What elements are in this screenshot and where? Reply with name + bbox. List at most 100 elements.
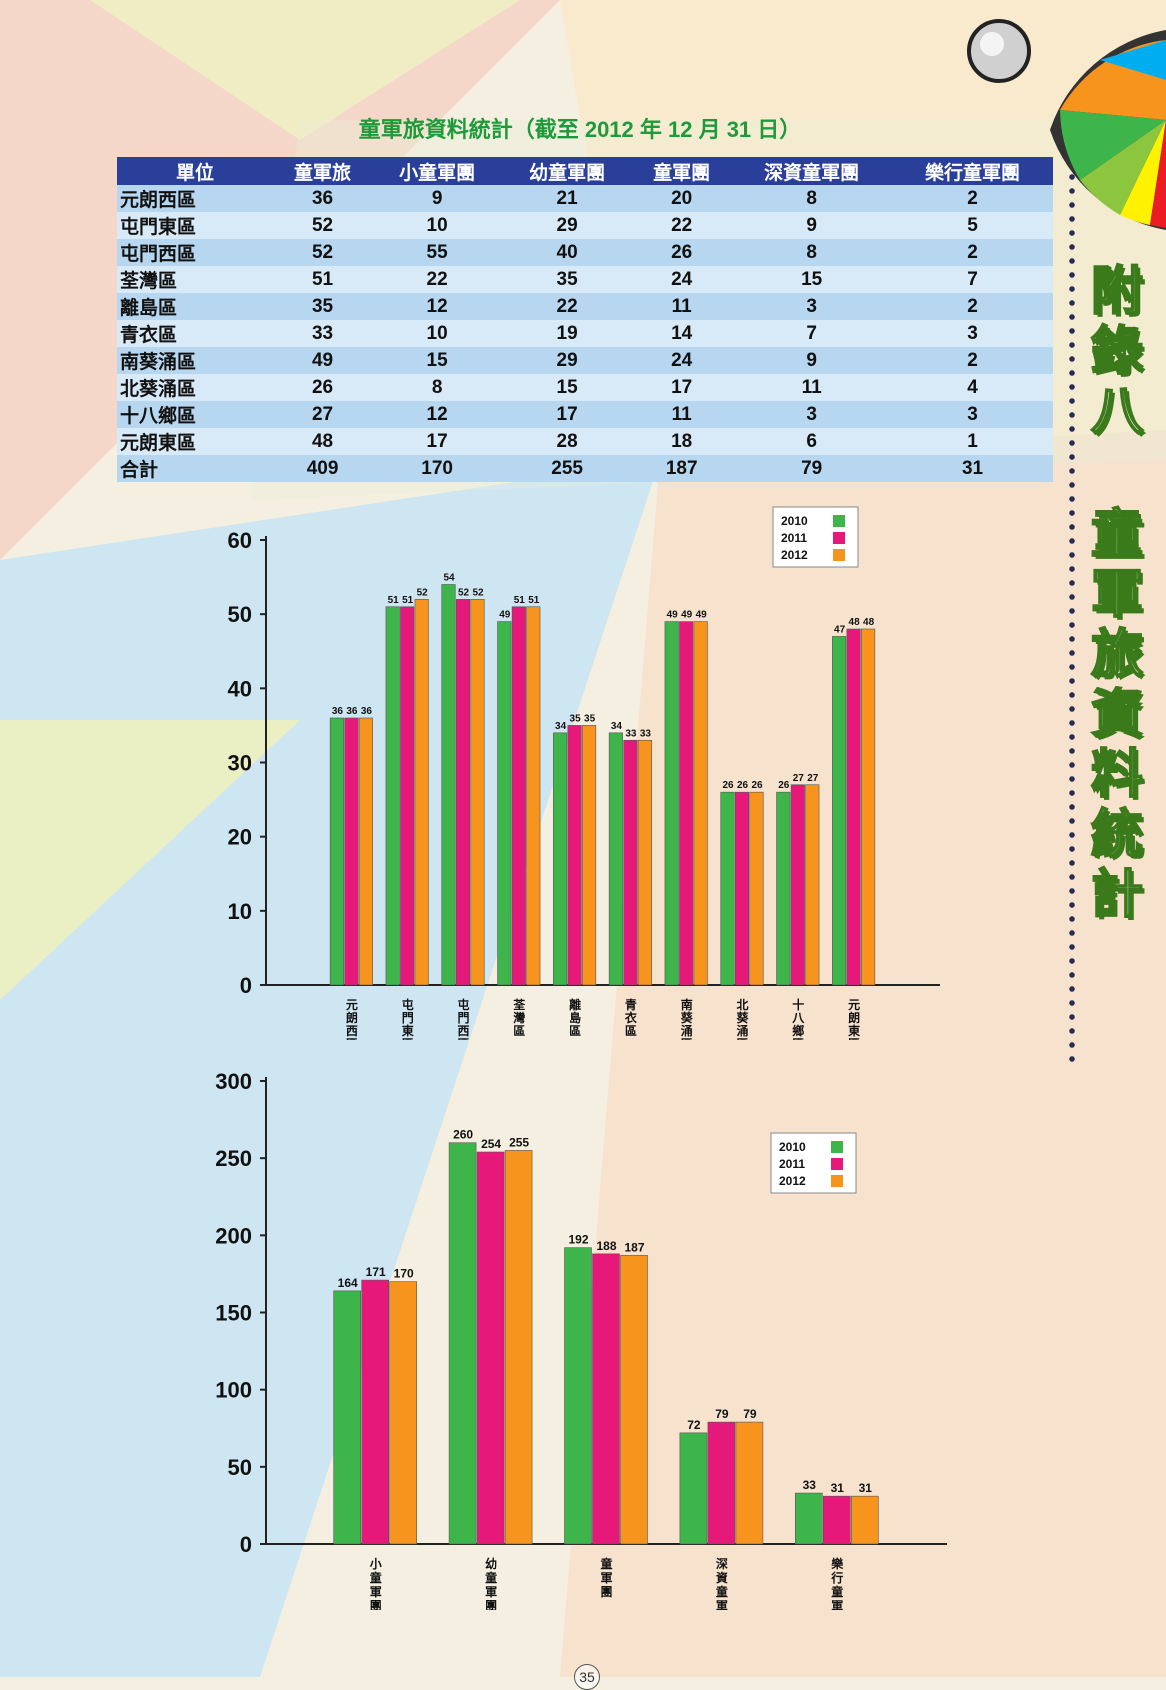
- category-label: 屯門東區: [402, 997, 414, 1040]
- category-char: 鄉: [792, 1023, 804, 1038]
- table-cell: 35: [273, 293, 373, 320]
- data-label: 27: [793, 773, 805, 784]
- table-row: 屯門東區 52 10 29 22 9 5: [117, 212, 1053, 239]
- category-char: 軍: [716, 1599, 728, 1610]
- bar-2011: [344, 717, 359, 986]
- table-cell: 8: [731, 185, 893, 212]
- bar-2010: [832, 636, 847, 986]
- bar-2010: [448, 1142, 477, 1545]
- table-cell: 20: [632, 185, 732, 212]
- category-char: 區: [513, 1024, 525, 1038]
- table-cell: 22: [632, 212, 732, 239]
- bar-2012: [693, 621, 708, 986]
- category-char: 樂: [830, 1556, 844, 1571]
- category-label: 幼童軍團: [485, 1556, 497, 1610]
- category-char: 島: [569, 1010, 581, 1025]
- table-cell: 3: [892, 401, 1053, 428]
- category-char: 團: [370, 1599, 382, 1610]
- data-label: 31: [831, 1481, 845, 1495]
- category-label: 元朗東區: [848, 998, 860, 1040]
- legend-label: 2011: [779, 1157, 805, 1171]
- bar-2010: [608, 732, 623, 986]
- table-cell: 255: [502, 455, 633, 482]
- header-grasshopper: 小童軍團: [372, 157, 503, 185]
- table-cell: 22: [502, 293, 633, 320]
- table-cell: 31: [892, 455, 1053, 482]
- category-char: 涌: [681, 1023, 693, 1038]
- table-cell: 55: [372, 239, 503, 266]
- table-cell: 17: [632, 374, 732, 401]
- data-label: 48: [849, 617, 861, 628]
- category-label: 荃灣區: [513, 997, 525, 1038]
- y-tick-label: 100: [215, 1378, 252, 1403]
- table-cell: 7: [892, 266, 1053, 293]
- category-char: 童: [600, 1556, 612, 1571]
- bar-2011: [476, 1151, 505, 1545]
- category-label: 深資童軍團: [716, 1556, 728, 1610]
- table-row: 荃灣區 51 22 35 24 15 7: [117, 266, 1053, 293]
- dotted-divider: [1069, 170, 1075, 1070]
- table-cell: 17: [502, 401, 633, 428]
- table-cell: 33: [273, 320, 373, 347]
- table-cell: 26: [632, 239, 732, 266]
- table-cell: 9: [372, 185, 503, 212]
- header-cub: 幼童軍團: [502, 157, 633, 185]
- bar-2011: [734, 791, 750, 986]
- row-label: 合計: [117, 455, 273, 482]
- data-label: 79: [743, 1407, 757, 1421]
- bar-2012: [749, 791, 764, 986]
- data-label: 192: [568, 1233, 588, 1247]
- table-cell: 7: [731, 320, 893, 347]
- data-label: 164: [338, 1276, 358, 1290]
- data-label: 34: [611, 721, 623, 732]
- table-cell: 3: [731, 293, 893, 320]
- table-cell: 4: [892, 374, 1053, 401]
- bar-2012: [620, 1255, 648, 1545]
- table-cell: 40: [502, 239, 633, 266]
- category-char: 屯: [457, 997, 469, 1012]
- bar-2010: [385, 606, 400, 986]
- category-char: 區: [569, 1024, 581, 1038]
- category-char: 軍: [831, 1599, 843, 1610]
- district-bar-chart: 0102030405060363636元朗西區515152屯門東區545252屯…: [228, 506, 940, 1040]
- category-char: 元: [346, 998, 358, 1012]
- table-cell: 3: [731, 401, 893, 428]
- table-cell: 29: [502, 212, 633, 239]
- table-row: 元朗西區 36 9 21 20 8 2: [117, 185, 1053, 212]
- row-label: 屯門西區: [117, 239, 273, 266]
- ball-icon: [967, 19, 1031, 83]
- category-char: 門: [457, 1011, 469, 1025]
- bar-2012: [850, 1495, 879, 1545]
- category-char: 門: [402, 1011, 414, 1025]
- statistics-table: 單位 童軍旅 小童軍團 幼童軍團 童軍團 深資童軍團 樂行童軍團 元朗西區 36 9…: [117, 157, 1053, 482]
- data-label: 26: [722, 780, 734, 791]
- data-label: 51: [528, 595, 540, 606]
- bar-2010: [679, 1432, 708, 1545]
- category-char: 軍: [600, 1571, 612, 1585]
- row-label: 元朗西區: [117, 185, 273, 212]
- category-char: 八: [791, 1011, 805, 1025]
- table-cell: 15: [731, 266, 893, 293]
- category-char: 區: [457, 1037, 469, 1040]
- legend-label: 2012: [781, 548, 808, 562]
- legend-swatch: [833, 532, 845, 544]
- category-char: 深: [716, 1556, 728, 1571]
- table-row: 南葵涌區 49 15 29 24 9 2: [117, 347, 1053, 374]
- table-cell: 5: [892, 212, 1053, 239]
- data-label: 72: [687, 1418, 701, 1432]
- y-tick-label: 50: [228, 602, 252, 627]
- table-cell: 36: [273, 185, 373, 212]
- bar-2010: [441, 584, 456, 986]
- data-label: 79: [715, 1407, 729, 1421]
- table-cell: 24: [632, 266, 732, 293]
- bar-2011: [361, 1279, 390, 1545]
- category-char: 童: [485, 1570, 497, 1585]
- data-label: 26: [751, 780, 763, 791]
- table-total-row: 合計 409 170 255 187 79 31: [117, 455, 1053, 482]
- category-char: 區: [625, 1024, 637, 1038]
- y-tick-label: 60: [228, 528, 252, 553]
- table-cell: 49: [273, 347, 373, 374]
- bar-2012: [805, 784, 820, 986]
- data-label: 51: [514, 595, 526, 606]
- data-label: 49: [696, 610, 708, 621]
